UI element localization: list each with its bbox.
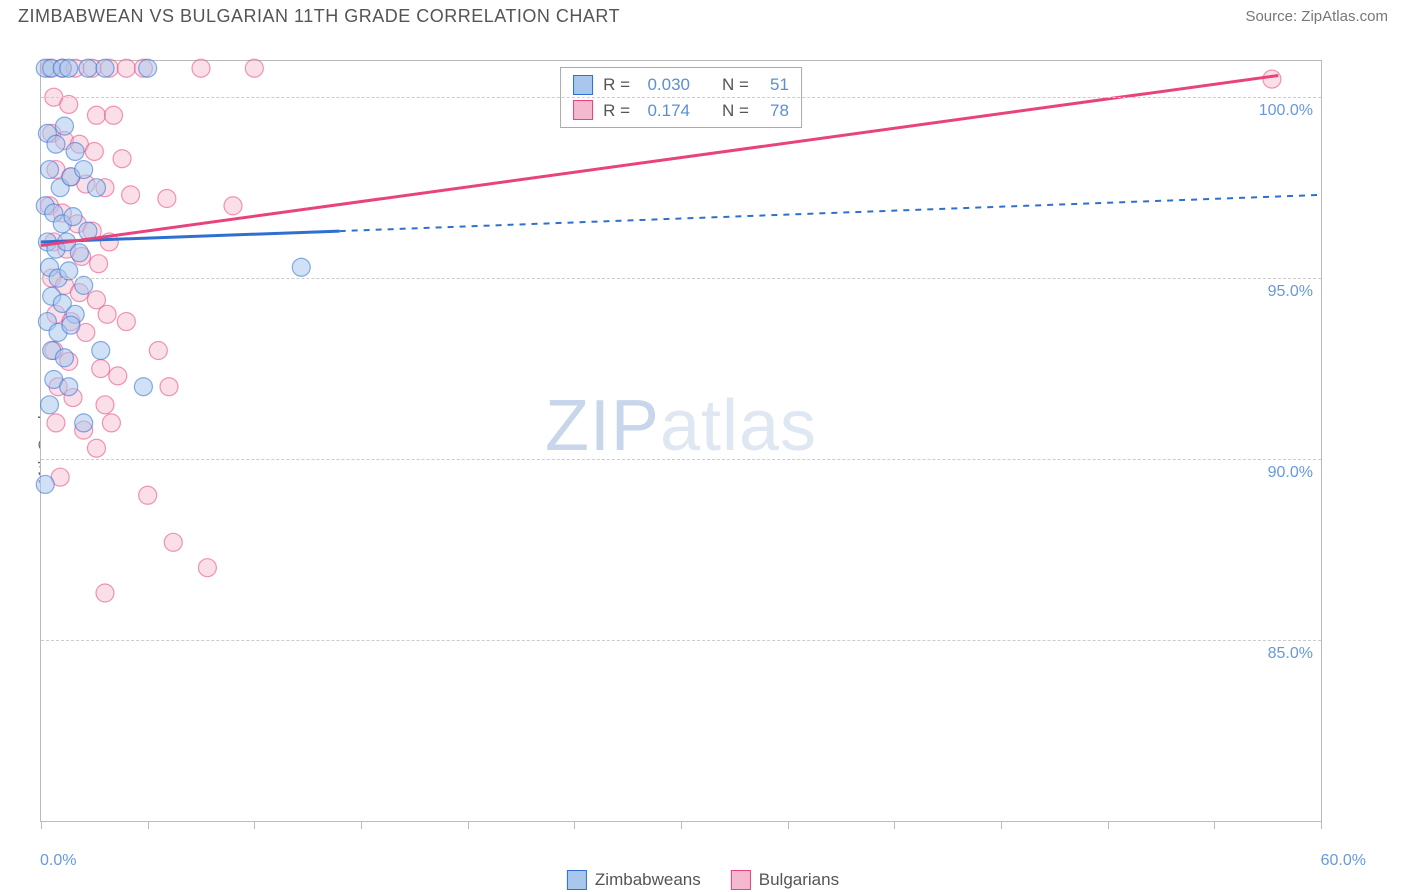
- x-tick: [468, 821, 469, 829]
- zimbabweans-point: [75, 161, 93, 179]
- x-tick-label-max: 60.0%: [1321, 852, 1366, 870]
- zimbabweans-point: [75, 414, 93, 432]
- zimbabweans-point: [64, 208, 82, 226]
- bulgarians-point: [90, 255, 108, 273]
- bulgarians-trendline: [41, 75, 1278, 245]
- bulgarians-point: [113, 150, 131, 168]
- chart-title: ZIMBABWEAN VS BULGARIAN 11TH GRADE CORRE…: [18, 6, 620, 27]
- bulgarians-point: [102, 414, 120, 432]
- y-tick-label: 90.0%: [1268, 464, 1313, 482]
- source-attribution: Source: ZipAtlas.com: [1245, 8, 1388, 25]
- y-tick-label: 85.0%: [1268, 645, 1313, 663]
- scatter-svg: [41, 61, 1321, 821]
- bulgarians-point: [47, 414, 65, 432]
- y-tick-label: 95.0%: [1268, 283, 1313, 301]
- x-tick: [361, 821, 362, 829]
- x-tick: [788, 821, 789, 829]
- bulgarians-point: [224, 197, 242, 215]
- bottom-legend-zimbabweans: Zimbabweans: [567, 870, 701, 890]
- zimbabweans-trendline-dashed: [340, 195, 1321, 231]
- zimbabweans-point: [134, 378, 152, 396]
- zimbabweans-point: [55, 349, 73, 367]
- zimbabweans-point: [92, 342, 110, 360]
- zimbabweans-point: [41, 161, 59, 179]
- x-tick-label-min: 0.0%: [40, 852, 76, 870]
- bulgarians-point: [164, 533, 182, 551]
- bulgarians-point: [198, 559, 216, 577]
- x-tick: [254, 821, 255, 829]
- zimbabweans-point: [41, 396, 59, 414]
- bulgarians-point: [245, 59, 263, 77]
- gridline: [41, 640, 1321, 641]
- bulgarians-point: [192, 59, 210, 77]
- x-tick: [1001, 821, 1002, 829]
- bulgarians-point: [87, 106, 105, 124]
- legend-swatch-icon: [567, 870, 587, 890]
- zimbabweans-point: [292, 258, 310, 276]
- bulgarians-point: [117, 59, 135, 77]
- x-tick: [148, 821, 149, 829]
- zimbabweans-point: [66, 142, 84, 160]
- zimbabweans-point: [47, 135, 65, 153]
- x-tick: [681, 821, 682, 829]
- zimbabweans-point: [55, 117, 73, 135]
- x-tick: [1108, 821, 1109, 829]
- bulgarians-point: [92, 360, 110, 378]
- plot-area: ZIPatlas R = 0.030 N = 51 R = 0.174 N = …: [40, 60, 1322, 822]
- bulgarians-point: [122, 186, 140, 204]
- bulgarians-point: [1263, 70, 1281, 88]
- bottom-legend-bulgarians: Bulgarians: [731, 870, 839, 890]
- zimbabweans-point: [70, 244, 88, 262]
- legend-swatch-icon: [731, 870, 751, 890]
- gridline: [41, 97, 1321, 98]
- bulgarians-point: [117, 313, 135, 331]
- bulgarians-point: [109, 367, 127, 385]
- x-tick: [894, 821, 895, 829]
- bulgarians-point: [85, 142, 103, 160]
- bottom-legend: Zimbabweans Bulgarians: [567, 870, 839, 890]
- zimbabweans-point: [79, 59, 97, 77]
- bulgarians-point: [96, 396, 114, 414]
- x-tick: [574, 821, 575, 829]
- zimbabweans-point: [87, 179, 105, 197]
- gridline: [41, 459, 1321, 460]
- bulgarians-point: [149, 342, 167, 360]
- zimbabweans-point: [62, 316, 80, 334]
- bulgarians-point: [158, 190, 176, 208]
- bulgarians-point: [160, 378, 178, 396]
- bulgarians-point: [98, 305, 116, 323]
- x-tick: [1321, 821, 1322, 829]
- gridline: [41, 278, 1321, 279]
- bulgarians-point: [105, 106, 123, 124]
- zimbabweans-point: [60, 378, 78, 396]
- zimbabweans-point: [36, 475, 54, 493]
- y-tick-label: 100.0%: [1259, 102, 1313, 120]
- bottom-legend-label-bulgarians: Bulgarians: [759, 870, 839, 890]
- bulgarians-point: [96, 584, 114, 602]
- zimbabweans-point: [96, 59, 114, 77]
- x-tick: [41, 821, 42, 829]
- zimbabweans-point: [60, 59, 78, 77]
- bulgarians-point: [139, 486, 157, 504]
- bulgarians-point: [87, 439, 105, 457]
- bottom-legend-label-zimbabweans: Zimbabweans: [595, 870, 701, 890]
- x-tick: [1214, 821, 1215, 829]
- zimbabweans-point: [139, 59, 157, 77]
